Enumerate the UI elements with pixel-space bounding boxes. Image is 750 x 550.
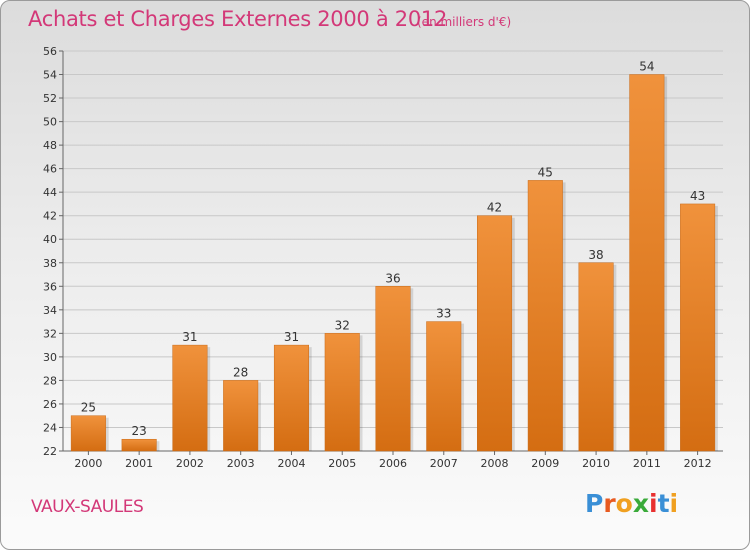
bar (70, 415, 106, 452)
bar (273, 344, 309, 452)
bar (680, 203, 716, 452)
y-tick-label: 48 (43, 139, 57, 152)
y-tick-label: 52 (43, 92, 57, 105)
x-tick-label: 2004 (277, 457, 305, 470)
y-tick-label: 46 (43, 163, 57, 176)
y-tick-label: 36 (43, 280, 57, 293)
x-tick-label: 2005 (328, 457, 356, 470)
y-tick-label: 26 (43, 398, 57, 411)
chart-subtitle: (en milliers d'€) (417, 15, 512, 29)
y-tick-label: 32 (43, 327, 57, 340)
logo-letter: x (632, 489, 649, 518)
bar (121, 438, 157, 452)
x-tick-label: 2002 (176, 457, 204, 470)
y-tick-label: 28 (43, 374, 57, 387)
y-tick-label: 24 (43, 421, 57, 434)
x-tick-label: 2000 (74, 457, 102, 470)
x-tick-label: 2010 (582, 457, 610, 470)
data-label: 32 (335, 318, 350, 332)
data-label: 28 (233, 365, 248, 379)
y-tick-label: 54 (43, 69, 57, 82)
x-tick-label: 2006 (379, 457, 407, 470)
data-label: 25 (81, 401, 96, 415)
data-label: 42 (487, 201, 502, 215)
bar (578, 262, 614, 452)
bar (324, 333, 360, 452)
bar (477, 215, 513, 452)
x-tick-label: 2001 (125, 457, 153, 470)
y-tick-label: 50 (43, 116, 57, 129)
data-label: 31 (284, 330, 299, 344)
chart-title: Achats et Charges Externes 2000 à 2012 (28, 7, 448, 31)
x-tick-label: 2012 (684, 457, 712, 470)
logo-letter: t (657, 489, 670, 518)
bar (223, 380, 259, 452)
y-tick-label: 42 (43, 210, 57, 223)
bar (629, 74, 665, 452)
y-tick-label: 22 (43, 445, 57, 458)
bar (172, 344, 208, 452)
data-label: 54 (639, 60, 654, 74)
data-label: 36 (385, 271, 400, 285)
data-label: 23 (132, 424, 147, 438)
y-tick-label: 40 (43, 233, 57, 246)
place-name: VAUX-SAULES (31, 497, 144, 517)
proxiti-logo: Proxiti (585, 489, 678, 518)
bar (426, 321, 462, 452)
y-tick-label: 34 (43, 304, 57, 317)
data-label: 33 (436, 307, 451, 321)
x-tick-label: 2008 (481, 457, 509, 470)
bar (527, 180, 563, 452)
logo-letter: r (603, 489, 616, 518)
x-tick-label: 2007 (430, 457, 458, 470)
y-tick-label: 38 (43, 257, 57, 270)
data-label: 38 (588, 248, 603, 262)
y-tick-label: 44 (43, 186, 57, 199)
data-label: 31 (182, 330, 197, 344)
data-label: 43 (690, 189, 705, 203)
y-tick-label: 56 (43, 45, 57, 58)
logo-letter: P (585, 489, 604, 518)
x-tick-label: 2003 (227, 457, 255, 470)
logo-letter: o (615, 489, 633, 518)
logo-letter: i (669, 489, 679, 518)
data-label: 45 (538, 165, 553, 179)
x-tick-label: 2009 (531, 457, 559, 470)
logo-letter: i (649, 489, 658, 518)
y-tick-label: 30 (43, 351, 57, 364)
x-tick-label: 2011 (633, 457, 661, 470)
bar (375, 286, 411, 452)
